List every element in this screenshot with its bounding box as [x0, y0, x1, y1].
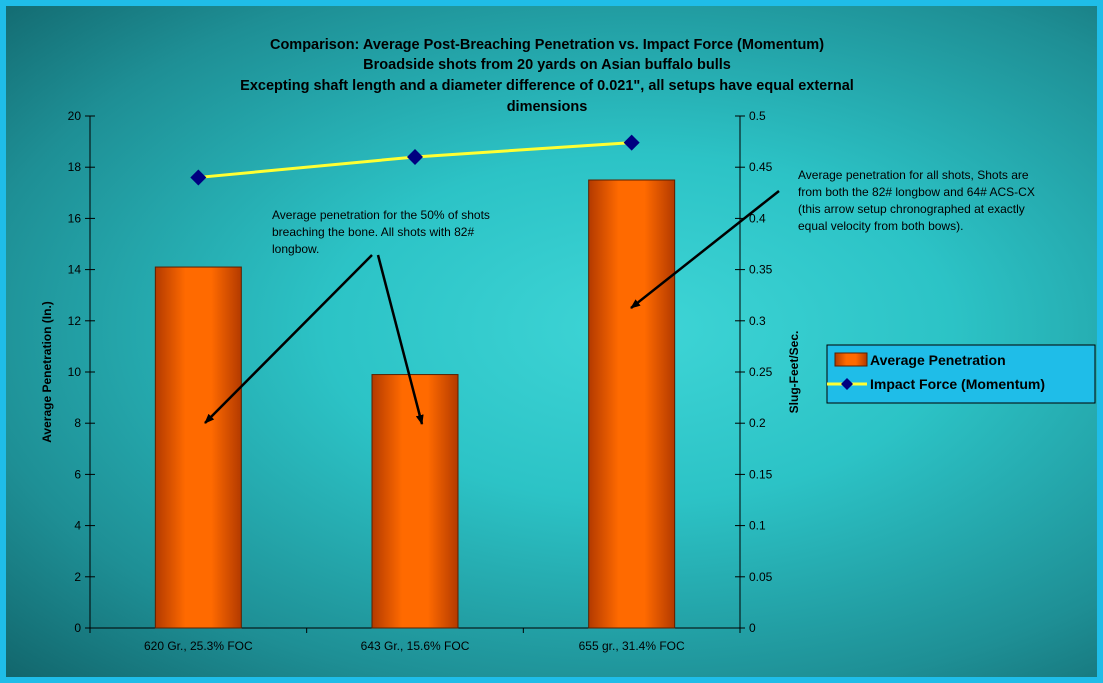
y-tick-label: 4 [74, 519, 81, 533]
y-tick-label: 8 [74, 416, 81, 430]
chart-title-line-2: Broadside shots from 20 yards on Asian b… [363, 57, 731, 73]
legend-marker-swatch [841, 378, 853, 390]
annotation-all-line-4: equal velocity from both bows). [798, 219, 963, 233]
legend-label-line: Impact Force (Momentum) [870, 376, 1045, 392]
y2-tick-label: 0.45 [749, 160, 773, 174]
chart-title: Comparison: Average Post-Breaching Penet… [240, 37, 854, 115]
y-tick-label: 18 [68, 160, 82, 174]
y2-tick-label: 0.4 [749, 211, 766, 225]
line-point [407, 148, 423, 165]
y2-tick-label: 0.05 [749, 570, 773, 584]
annotation-breach-line-2: breaching the bone. All shots with 82# [272, 225, 474, 239]
y-tick-label: 0 [74, 621, 81, 635]
line-point [623, 134, 640, 151]
y-tick-label: 20 [68, 109, 82, 123]
y-tick-label: 2 [74, 570, 81, 584]
y-tick-label: 10 [68, 365, 82, 379]
chart-title-line-4: dimensions [507, 99, 588, 115]
annotation-all-line-3: (this arrow setup chronographed at exact… [798, 202, 1025, 216]
y2-tick-label: 0.3 [749, 314, 766, 328]
annotations: Average penetration for the 50% of shots… [204, 168, 1035, 425]
x-tick-label: 655 gr., 31.4% FOC [579, 639, 685, 653]
chart-frame: Comparison: Average Post-Breaching Penet… [6, 6, 1097, 677]
legend: Average Penetration Impact Force (Moment… [826, 344, 1096, 404]
annotation-breach-arrow-right [376, 254, 424, 425]
y2-tick-label: 0.25 [749, 365, 773, 379]
x-tick-label: 620 Gr., 25.3% FOC [144, 639, 253, 653]
y2-axis-title: Slug-Feet/Sec. [787, 331, 801, 414]
bar [371, 374, 459, 629]
y2-tick-label: 0.2 [749, 416, 766, 430]
annotation-all-arrow [630, 190, 780, 309]
line-series [190, 134, 640, 186]
x-tick-label: 643 Gr., 15.6% FOC [361, 639, 470, 653]
legend-bar-swatch [834, 352, 868, 367]
y2-tick-label: 0.5 [749, 109, 766, 123]
chart-svg: Comparison: Average Post-Breaching Penet… [40, 37, 1096, 653]
annotation-all-line-2: from both the 82# longbow and 64# ACS-CX [798, 185, 1035, 199]
legend-label-bars: Average Penetration [870, 352, 1006, 368]
chart-title-line-1: Comparison: Average Post-Breaching Penet… [270, 37, 824, 53]
chart-title-line-3: Excepting shaft length and a diameter di… [240, 78, 854, 94]
y-tick-label: 14 [68, 263, 82, 277]
y-axis-title: Average Penetration (In.) [40, 301, 54, 443]
y2-tick-label: 0.35 [749, 263, 773, 277]
bar-series [154, 179, 676, 629]
y-tick-label: 12 [68, 314, 82, 328]
chart-axes: 0 2 4 6 8 10 12 14 16 18 20 0 0.05 0.1 0.15 0.2 0.25 0.3 0… [68, 109, 773, 653]
annotation-all-line-1: Average penetration for all shots, Shots… [798, 168, 1029, 182]
legend-box [826, 344, 1096, 404]
annotation-breach-arrow-left [204, 254, 373, 424]
y2-tick-label: 0 [749, 621, 756, 635]
y-tick-label: 6 [74, 467, 81, 481]
annotation-breach-line-1: Average penetration for the 50% of shots [272, 208, 490, 222]
y2-tick-label: 0.15 [749, 467, 773, 481]
bar [154, 266, 242, 629]
annotation-breach-line-3: longbow. [272, 242, 319, 256]
bar [588, 179, 676, 629]
line-point [190, 169, 207, 186]
y2-tick-label: 0.1 [749, 519, 766, 533]
y-tick-label: 16 [68, 211, 82, 225]
